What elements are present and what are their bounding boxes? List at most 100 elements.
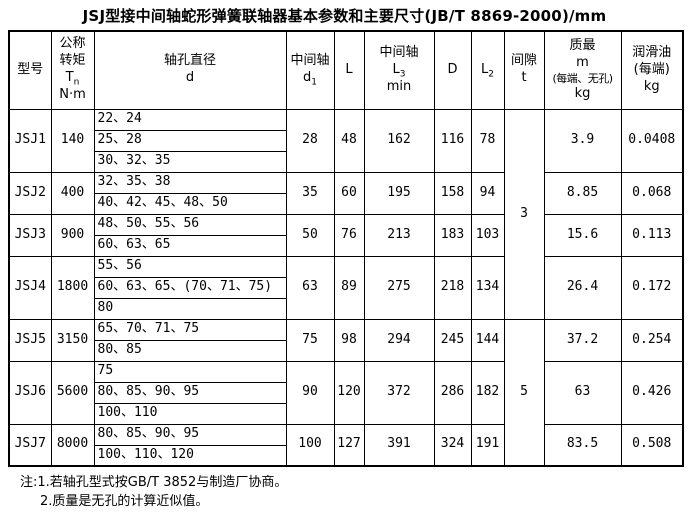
torque-cell: 8000 — [50, 423, 95, 467]
torque-cell: 5600 — [50, 360, 95, 425]
L3-cell: 294 — [363, 318, 435, 362]
L-cell: 48 — [333, 108, 365, 173]
L3-cell: 213 — [363, 213, 435, 257]
L2-cell: 103 — [470, 213, 505, 257]
table-row: 100、110 — [9, 402, 683, 425]
torque-cell: 400 — [50, 171, 95, 215]
mass-cell: 37.2 — [543, 318, 622, 362]
bore-diameter-cell: 48、50、55、56 — [93, 213, 287, 236]
table-row: JSJ4 1800 55、56 63 89 275 218 134 26.4 0.172 — [8, 255, 684, 320]
d1-cell: 63 — [285, 255, 335, 320]
col-header-L: L — [333, 30, 365, 110]
d1-cell: 90 — [285, 360, 335, 425]
lubricant-cell: 0.508 — [620, 423, 684, 467]
D-cell: 183 — [433, 213, 472, 257]
L2-cell: 191 — [470, 423, 505, 467]
bore-diameter-cell: 80、85 — [93, 339, 287, 362]
L-cell: 120 — [333, 360, 365, 425]
L-cell: 60 — [333, 171, 365, 215]
mass-cell: 3.9 — [543, 108, 622, 173]
model-cell: JSJ1 — [8, 108, 52, 173]
L-cell: 76 — [333, 213, 365, 257]
gap-cell: 5 — [503, 318, 545, 467]
torque-cell: 900 — [50, 213, 95, 257]
bore-diameter-cell: 30、32、35 — [93, 150, 287, 173]
gap-cell: 3 — [503, 108, 545, 320]
bore-diameter-cell: 100、110、120 — [93, 444, 287, 467]
col-header-gap: 间隙 t — [503, 30, 545, 110]
d1-cell: 100 — [285, 423, 335, 467]
bore-diameter-cell: 65、70、71、75 — [93, 318, 287, 341]
table-row: JSJ1 140 22、24 28 48 162 116 78 3 3.9 0.0408 — [8, 108, 684, 320]
D-cell: 245 — [433, 318, 472, 362]
col-header-torque: 公称 转矩 Tn N·m — [50, 30, 95, 110]
col-header-lubricant: 润滑油 (每端) kg — [620, 30, 684, 110]
D-cell: 324 — [433, 423, 472, 467]
bore-diameter-cell: 100、110 — [93, 402, 287, 425]
bore-diameter-cell: 25、28 — [93, 129, 287, 152]
bore-diameter-cell: 22、24 — [93, 108, 287, 131]
bore-diameter-cell: 75 — [93, 360, 287, 383]
table-row: 100、110、120 — [9, 444, 683, 467]
d1-cell: 50 — [285, 213, 335, 257]
table-row: JSJ6 5600 75 90 120 372 286 182 63 0.426 — [8, 360, 684, 425]
L3-cell: 391 — [363, 423, 435, 467]
note-line-2: 2.质量是无孔的计算近似值。 — [40, 493, 209, 509]
col-header-intermediate-shaft-d1: 中间轴 d1 — [285, 30, 335, 110]
bore-diameter-cell: 80、85、90、95 — [93, 381, 287, 404]
lubricant-cell: 0.254 — [620, 318, 684, 362]
table-row: 60、63、65、(70、71、75) — [9, 276, 683, 299]
lubricant-cell: 0.172 — [620, 255, 684, 320]
D-cell: 286 — [433, 360, 472, 425]
L3-cell: 195 — [363, 171, 435, 215]
L2-cell: 182 — [470, 360, 505, 425]
bore-diameter-cell: 55、56 — [93, 255, 287, 278]
D-cell: 218 — [433, 255, 472, 320]
L3-cell: 275 — [363, 255, 435, 320]
L2-cell: 144 — [470, 318, 505, 362]
col-header-D: D — [433, 30, 472, 110]
bore-diameter-cell: 60、63、65 — [93, 234, 287, 257]
L3-cell: 372 — [363, 360, 435, 425]
bore-diameter-cell: 32、35、38 — [93, 171, 287, 194]
notes: 注:1.若轴孔型式按GB/T 3852与制造厂协商。 2.质量是无孔的计算近似值… — [20, 474, 689, 512]
model-cell: JSJ5 — [8, 318, 52, 362]
d1-cell: 35 — [285, 171, 335, 215]
L2-cell: 134 — [470, 255, 505, 320]
model-cell: JSJ6 — [8, 360, 52, 425]
table-row: JSJ7 8000 80、85、90、95 100 127 391 324 191 83.5 0.… — [8, 423, 684, 467]
d1-cell: 28 — [285, 108, 335, 173]
lubricant-cell: 0.0408 — [620, 108, 684, 173]
mass-cell: 8.85 — [543, 171, 622, 215]
torque-cell: 140 — [50, 108, 95, 173]
d1-cell: 75 — [285, 318, 335, 362]
parameters-table: 型号 公称 转矩 Tn N·m 轴孔直径 d 中间轴 d1 L — [8, 30, 684, 467]
table-body: JSJ1 140 22、24 28 48 162 116 78 3 3.9 0.0408 25、28 3… — [8, 108, 684, 467]
col-header-L2: L2 — [470, 30, 505, 110]
L2-cell: 78 — [470, 108, 505, 173]
col-header-mass: 质最 m (每端、无孔) kg — [543, 30, 622, 110]
model-cell: JSJ3 — [8, 213, 52, 257]
col-header-intermediate-shaft-L3: 中间轴 L3 min — [363, 30, 435, 110]
L-cell: 89 — [333, 255, 365, 320]
mass-cell: 26.4 — [543, 255, 622, 320]
mass-cell: 15.6 — [543, 213, 622, 257]
L2-cell: 94 — [470, 171, 505, 215]
L3-cell: 162 — [363, 108, 435, 173]
torque-cell: 1800 — [50, 255, 95, 320]
model-cell: JSJ4 — [8, 255, 52, 320]
bore-diameter-cell: 80 — [93, 297, 287, 320]
bore-diameter-cell: 40、42、45、48、50 — [93, 192, 287, 215]
D-cell: 116 — [433, 108, 472, 173]
table-row: JSJ3 900 48、50、55、56 50 76 213 183 103 15.6 0.113 — [8, 213, 684, 257]
page-title: JSJ型接中间轴蛇形弹簧联轴器基本参数和主要尺寸(JB/T 8869-2000)… — [82, 7, 607, 25]
note-line-1: 注:1.若轴孔型式按GB/T 3852与制造厂协商。 — [20, 475, 288, 490]
model-cell: JSJ7 — [8, 423, 52, 467]
torque-cell: 3150 — [50, 318, 95, 362]
model-cell: JSJ2 — [8, 171, 52, 215]
L-cell: 98 — [333, 318, 365, 362]
table-header-row: 型号 公称 转矩 Tn N·m 轴孔直径 d 中间轴 d1 L — [8, 30, 684, 110]
table-row: JSJ2 400 32、35、38 35 60 195 158 94 8.85 0.068 — [8, 171, 684, 215]
L-cell: 127 — [333, 423, 365, 467]
